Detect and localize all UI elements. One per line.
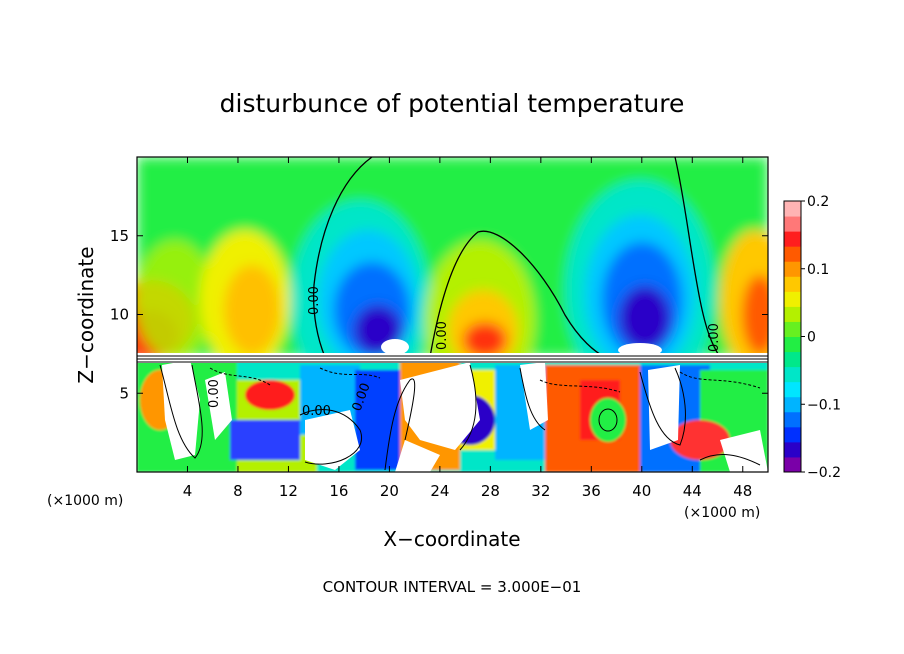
colorbar-swatch <box>784 246 801 262</box>
x-unit-label-left: (×1000 m) <box>47 493 123 509</box>
x-tick-label: 16 <box>329 482 348 500</box>
interface-lines <box>137 355 768 363</box>
y-axis: 5 10 15 <box>110 227 768 402</box>
contour-label: 0.00 <box>707 323 722 352</box>
colorbar-tick-label: 0.2 <box>807 194 829 210</box>
x-tick-label: 32 <box>531 482 550 500</box>
x-tick-label: 20 <box>380 482 399 500</box>
colorbar-swatch <box>784 426 801 443</box>
colorbar-tick-label: −0.1 <box>807 397 841 413</box>
colorbar-swatch <box>784 231 801 247</box>
y-tick-label: 10 <box>110 306 129 324</box>
x-tick-label: 40 <box>632 482 651 500</box>
colorbar-swatch <box>784 261 801 277</box>
lower-contours <box>159 364 761 471</box>
x-tick-label: 8 <box>233 482 243 500</box>
colorbar-swatch <box>784 396 801 413</box>
colorbar-swatch <box>784 366 801 383</box>
colorbar-swatch <box>784 411 801 428</box>
white-patches <box>162 360 768 472</box>
colorbar: 0.2 0.1 0 −0.1 −0.2 <box>783 194 841 481</box>
colorbar-swatch <box>784 441 801 458</box>
colorbar-swatch <box>784 456 801 473</box>
x-tick-label: 12 <box>279 482 298 500</box>
white-patch <box>381 339 409 355</box>
x-tick-label: 24 <box>430 482 449 500</box>
plot-area: 0.00 0.00 0.00 <box>137 157 768 472</box>
colorbar-tick-label: 0.1 <box>807 262 829 278</box>
lower-field: 0.00 0.00 0.00 <box>137 357 768 472</box>
x-tick-label: 44 <box>683 482 702 500</box>
colorbar-swatch <box>784 306 801 322</box>
colorbar-swatch <box>784 216 801 232</box>
colorbar-tick-label: −0.2 <box>807 465 841 481</box>
colorbar-swatch <box>784 336 801 353</box>
colorbar-swatch <box>784 381 801 398</box>
chart-title: disturbunce of potential temperature <box>220 89 685 118</box>
colorbar-swatch <box>784 351 801 368</box>
contour-interval-note: CONTOUR INTERVAL = 3.000E−01 <box>323 578 582 596</box>
colorbar-tick-label: 0 <box>807 330 816 346</box>
y-tick-label: 5 <box>119 384 129 402</box>
x-unit-label-right: (×1000 m) <box>684 505 760 521</box>
y-axis-label: Z−coordinate <box>74 246 98 383</box>
x-tick-label: 4 <box>183 482 193 500</box>
contour-label: 0.00 <box>435 321 450 350</box>
contour-label: 0.00 <box>207 379 222 408</box>
contour-label: 0.00 <box>307 286 322 315</box>
dashed-contours <box>209 367 761 393</box>
contour-label-group: 0.00 0.00 0.00 <box>307 286 722 352</box>
contour-label: 0.00 <box>302 404 331 419</box>
colorbar-swatch <box>784 291 801 307</box>
x-axis-label: X−coordinate <box>383 527 520 551</box>
interface-band <box>137 353 768 363</box>
x-tick-label: 36 <box>582 482 601 500</box>
upper-contours <box>312 157 721 358</box>
x-tick-label: 28 <box>481 482 500 500</box>
x-axis: 4 8 12 16 20 24 28 32 36 40 44 48 <box>183 157 752 500</box>
y-tick-label: 15 <box>110 227 129 245</box>
x-tick-label: 48 <box>733 482 752 500</box>
colorbar-swatch <box>784 321 801 337</box>
colorbar-swatch <box>784 201 801 217</box>
colorbar-swatch <box>784 276 801 292</box>
